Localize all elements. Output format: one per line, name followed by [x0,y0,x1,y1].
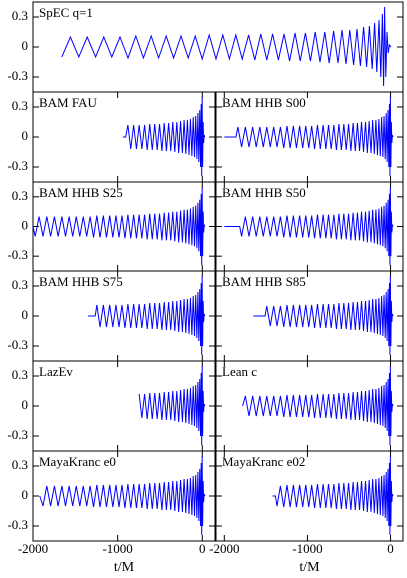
x-axis-title: t/M [299,560,320,575]
y-tick-label: -0.3 [7,68,28,83]
y-tick-label: 0.3 [12,188,28,203]
y-tick-label: 0 [22,397,29,412]
y-tick-label: 0.3 [12,277,28,292]
panel-label: Lean c [222,364,257,379]
waveform [224,186,394,266]
y-tick-label: 0 [22,217,29,232]
waveform [39,455,206,536]
x-tick-label: -2000 [18,541,48,556]
panel-label: BAM HHB S85 [222,274,306,289]
panel-label: BAM FAU [39,95,98,110]
y-tick-label: 0 [22,38,29,53]
y-tick-label: -0.3 [7,517,28,532]
panel-label: MayaKranc e0 [39,454,116,469]
x-tick-label: -1000 [292,541,322,556]
waveform [32,186,206,266]
x-tick-label: -2000 [209,541,239,556]
x-tick-label: -1000 [102,541,132,556]
x-tick-label: 0 [199,541,206,556]
x-axis-title: t/M [114,560,135,575]
y-tick-label: 0.3 [12,98,28,113]
waveform [88,275,206,356]
panel-label: BAM HHB S75 [39,274,123,289]
y-tick-label: -0.3 [7,427,28,442]
y-tick-label: 0.3 [12,367,28,382]
waveform [253,275,394,356]
waveform [242,365,394,446]
panel-label: SpEC q=1 [39,5,93,20]
y-tick-label: -0.3 [7,158,28,173]
waveform [138,365,206,446]
panel-label: BAM HHB S00 [222,95,306,110]
waveform [122,96,206,177]
waveform [224,96,394,177]
waveform [61,6,392,87]
panel-label: BAM HHB S25 [39,185,123,200]
y-tick-label: 0 [22,307,29,322]
panel-label: LazEv [39,364,73,379]
y-tick-label: 0 [22,128,29,143]
panel-label: BAM HHB S50 [222,185,306,200]
y-tick-label: 0 [22,487,29,502]
x-tick-label: 0 [387,541,394,556]
y-tick-label: -0.3 [7,247,28,262]
y-tick-label: -0.3 [7,337,28,352]
panel-label: MayaKranc e02 [222,454,305,469]
y-tick-label: 0.3 [12,457,28,472]
y-tick-label: 0.3 [12,8,28,23]
waveform [272,455,394,536]
